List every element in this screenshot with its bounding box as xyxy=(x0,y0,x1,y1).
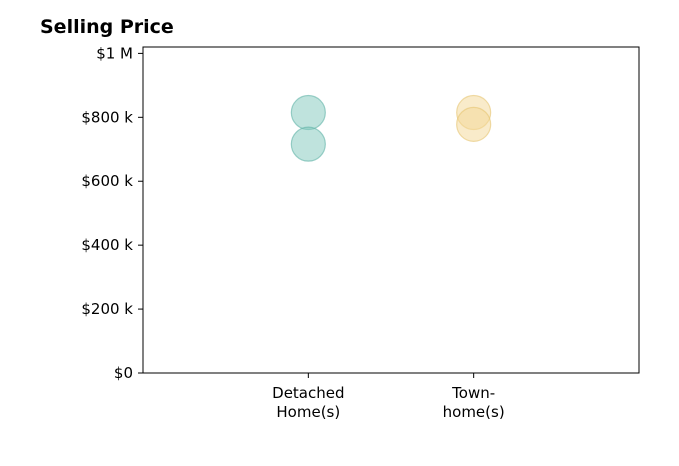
data-point xyxy=(456,106,492,142)
data-point xyxy=(290,94,326,131)
y-tick-label: $200 k xyxy=(81,300,133,318)
y-tick-label: $400 k xyxy=(81,236,133,254)
plot-frame xyxy=(142,46,640,374)
y-tick-label: $0 xyxy=(114,364,133,382)
y-tick-label: $600 k xyxy=(81,172,133,190)
data-point xyxy=(290,126,326,162)
x-tick-label: Town-home(s) xyxy=(443,384,505,421)
chart-title: Selling Price xyxy=(40,16,174,38)
x-tick-label: Detached Home(s) xyxy=(272,384,344,421)
y-tick-label: $800 k xyxy=(81,108,133,126)
y-tick-label: $1 M xyxy=(96,44,133,62)
